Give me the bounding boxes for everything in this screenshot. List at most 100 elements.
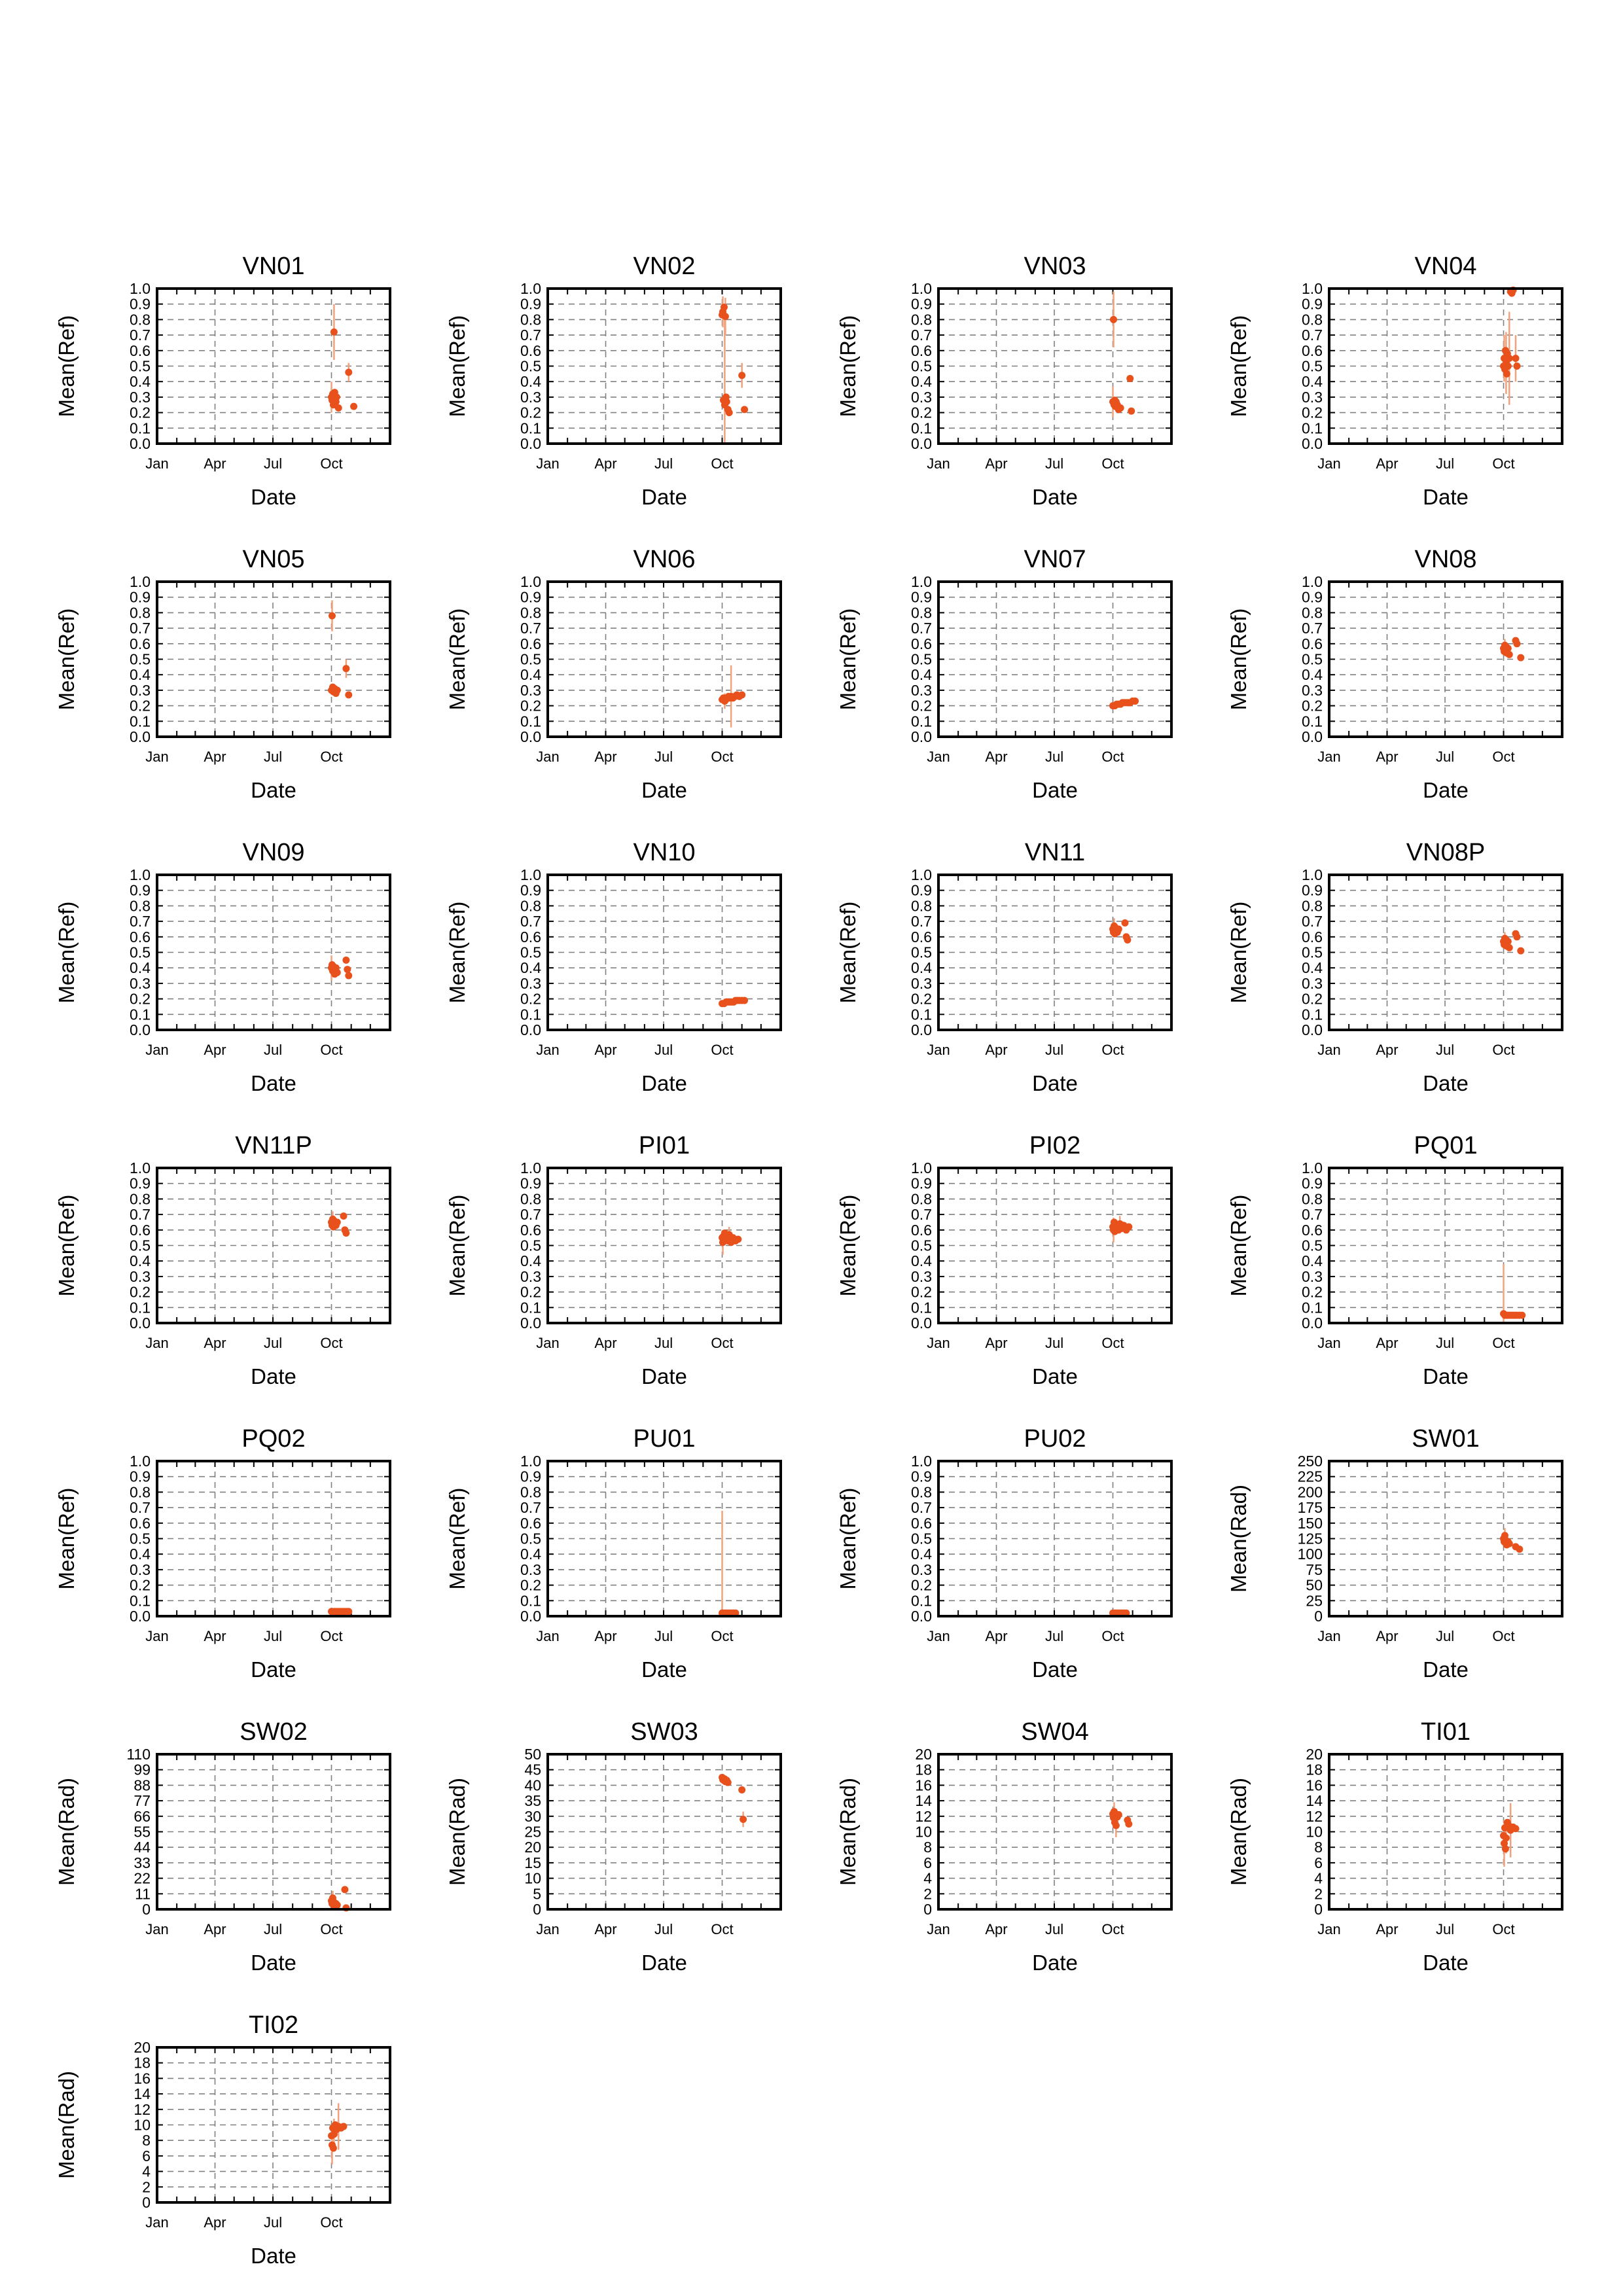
y-tick-label: 6 bbox=[923, 1854, 932, 1871]
y-tick-label: 1.0 bbox=[911, 1159, 932, 1176]
x-tick-label: Jul bbox=[654, 1042, 673, 1058]
x-axis-label: Date bbox=[251, 1364, 296, 1388]
y-tick-label: 0.5 bbox=[911, 1237, 932, 1254]
y-tick-label: 0.8 bbox=[130, 311, 151, 328]
y-tick-label: 0.4 bbox=[911, 1545, 932, 1563]
y-tick-label: 50 bbox=[524, 1746, 541, 1763]
y-tick-label: 0.1 bbox=[520, 1592, 541, 1609]
y-axis-label: Mean(Rad) bbox=[445, 1778, 469, 1886]
data-point bbox=[1505, 944, 1513, 951]
y-tick-label: 0.9 bbox=[130, 589, 151, 606]
y-tick-label: 0.9 bbox=[130, 882, 151, 899]
y-tick-label: 33 bbox=[134, 1854, 151, 1871]
data-point bbox=[333, 1218, 341, 1226]
y-tick-label: 0.3 bbox=[520, 1268, 541, 1285]
y-tick-label: 0.2 bbox=[1302, 698, 1323, 715]
x-tick-label: Jan bbox=[536, 1042, 559, 1058]
y-tick-label: 8 bbox=[1314, 1839, 1323, 1856]
y-tick-label: 0.1 bbox=[130, 1299, 151, 1316]
y-tick-label: 150 bbox=[1298, 1515, 1323, 1532]
y-tick-label: 14 bbox=[134, 2085, 151, 2102]
x-axis-label: Date bbox=[641, 1951, 687, 1975]
x-axis-label: Date bbox=[1423, 1364, 1469, 1388]
y-tick-label: 0.0 bbox=[911, 1315, 932, 1332]
x-tick-label: Jul bbox=[264, 1921, 282, 1937]
x-tick-label: Oct bbox=[1492, 1042, 1514, 1058]
y-tick-label: 0.0 bbox=[130, 1608, 151, 1625]
y-tick-label: 0.6 bbox=[911, 1222, 932, 1239]
x-tick-label: Jul bbox=[654, 1628, 673, 1644]
x-tick-label: Apr bbox=[1376, 1335, 1398, 1351]
data-point bbox=[1132, 697, 1139, 705]
data-point bbox=[1504, 645, 1512, 652]
subplot-title: VN06 bbox=[633, 546, 695, 573]
plot-frame bbox=[546, 1460, 782, 1617]
y-tick-label: 0.6 bbox=[1302, 635, 1323, 652]
plot-frame bbox=[1328, 1753, 1563, 1911]
x-tick-label: Oct bbox=[320, 1335, 342, 1351]
y-tick-label: 12 bbox=[134, 2101, 151, 2118]
y-tick-label: 0.4 bbox=[520, 1252, 541, 1269]
y-tick-label: 0.1 bbox=[1302, 1006, 1323, 1023]
subplot-pi01: 0.00.10.20.30.40.50.60.70.80.91.0 Jan Apr J… bbox=[445, 1132, 782, 1388]
y-tick-label: 16 bbox=[915, 1776, 932, 1793]
data-point bbox=[1115, 925, 1122, 933]
subplot-pq02: 0.00.10.20.30.40.50.60.70.80.91.0 Jan Apr J… bbox=[54, 1425, 391, 1682]
x-tick-label: Apr bbox=[204, 1335, 226, 1351]
x-tick-label: Oct bbox=[1492, 1921, 1514, 1937]
data-point bbox=[1125, 1223, 1133, 1231]
y-tick-label: 0.3 bbox=[520, 389, 541, 406]
y-tick-label: 0.3 bbox=[130, 682, 151, 699]
y-tick-label: 1.0 bbox=[520, 280, 541, 297]
data-point bbox=[722, 398, 730, 406]
x-tick-label: Oct bbox=[711, 749, 733, 765]
y-tick-label: 0.8 bbox=[911, 1190, 932, 1207]
subplot-title: PQ01 bbox=[1414, 1132, 1477, 1159]
y-axis-label: Mean(Ref) bbox=[54, 1488, 79, 1590]
y-tick-label: 18 bbox=[915, 1761, 932, 1778]
y-tick-label: 0.3 bbox=[911, 389, 932, 406]
data-point bbox=[738, 372, 746, 380]
data-point bbox=[1513, 362, 1521, 370]
x-axis-label: Date bbox=[1423, 1657, 1469, 1682]
y-tick-label: 0.8 bbox=[1302, 1190, 1323, 1207]
y-tick-label: 0.4 bbox=[911, 666, 932, 683]
y-tick-label: 1.0 bbox=[130, 866, 151, 883]
plot-frame bbox=[546, 874, 782, 1031]
plot-frame bbox=[156, 580, 391, 738]
x-axis-label: Date bbox=[641, 1657, 687, 1682]
data-point bbox=[1512, 355, 1520, 362]
subplot-title: PU02 bbox=[1024, 1425, 1086, 1453]
y-tick-label: 1.0 bbox=[130, 573, 151, 590]
data-point bbox=[334, 404, 342, 412]
y-tick-label: 0.2 bbox=[520, 404, 541, 421]
subplot-title: SW03 bbox=[630, 1718, 698, 1746]
y-tick-label: 20 bbox=[134, 2039, 151, 2056]
y-tick-label: 1.0 bbox=[911, 866, 932, 883]
y-tick-label: 0.7 bbox=[911, 913, 932, 930]
plot-frame bbox=[546, 580, 782, 738]
y-tick-label: 0.2 bbox=[520, 991, 541, 1008]
y-tick-label: 0.3 bbox=[130, 1561, 151, 1578]
subplot-title: VN03 bbox=[1024, 253, 1086, 280]
y-tick-label: 1.0 bbox=[911, 573, 932, 590]
x-tick-label: Apr bbox=[1376, 455, 1398, 472]
y-tick-label: 0.5 bbox=[520, 358, 541, 375]
y-tick-label: 10 bbox=[915, 1824, 932, 1841]
y-tick-label: 125 bbox=[1298, 1530, 1323, 1547]
x-tick-label: Apr bbox=[985, 1921, 1007, 1937]
y-tick-label: 0.7 bbox=[520, 327, 541, 344]
y-tick-label: 2 bbox=[1314, 1885, 1323, 1902]
x-tick-label: Apr bbox=[594, 1628, 616, 1644]
y-tick-label: 0.9 bbox=[1302, 589, 1323, 606]
y-tick-label: 0.6 bbox=[520, 342, 541, 359]
y-tick-label: 0.6 bbox=[130, 342, 151, 359]
x-tick-label: Oct bbox=[1101, 1335, 1124, 1351]
y-axis-label: Mean(Ref) bbox=[54, 315, 79, 417]
data-point bbox=[1502, 1834, 1510, 1842]
y-tick-label: 0.4 bbox=[520, 373, 541, 390]
subplot-vn01: 0.00.10.20.30.40.50.60.70.80.91.0 Jan Apr J… bbox=[54, 253, 391, 509]
y-tick-label: 0 bbox=[1314, 1608, 1323, 1625]
x-axis-label: Date bbox=[641, 1071, 687, 1095]
